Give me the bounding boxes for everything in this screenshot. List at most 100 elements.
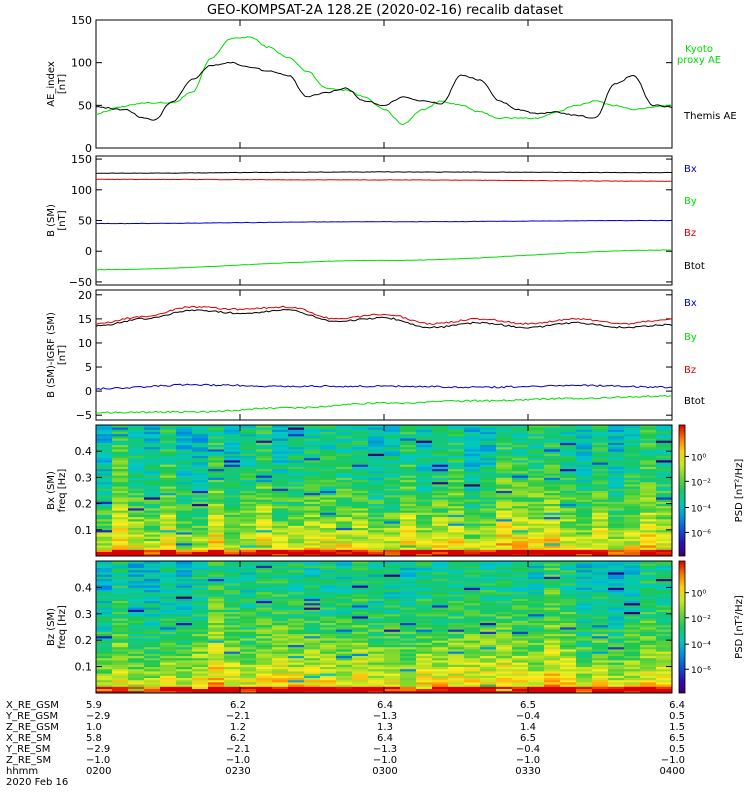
spectrogram-cell: [448, 536, 465, 539]
spectrogram-cell: [496, 613, 513, 617]
spectrogram-cell: [352, 540, 369, 544]
spectrogram-cell: [96, 627, 113, 630]
spectrogram-cell: [384, 671, 401, 674]
spectrogram-cell: [496, 499, 513, 502]
spectrogram-cell: [128, 468, 145, 472]
spectrogram-cell: [496, 682, 513, 685]
spectrogram-cell: [512, 505, 529, 509]
spectrogram-cell: [96, 431, 113, 435]
spectrogram-cell: [352, 682, 369, 685]
spectrogram-cell: [208, 449, 225, 452]
spectrogram-cell: [320, 684, 337, 687]
spectrogram-cell: [544, 501, 561, 504]
spectrogram-cell: [368, 578, 385, 582]
spectrogram-cell: [448, 501, 465, 504]
spectrogram-cell: [512, 435, 529, 439]
spectrogram-cell: [224, 438, 241, 441]
spectrogram-cell: [560, 653, 577, 656]
spectrogram-cell: [192, 653, 209, 656]
spectrogram-cell: [320, 457, 337, 461]
spectrogram-cell: [448, 549, 465, 553]
spectrogram-cell: [224, 534, 241, 537]
spectrogram-cell: [272, 607, 289, 610]
spectrogram-cell: [624, 542, 641, 546]
spectrogram-cell: [368, 633, 385, 637]
spectrogram-cell: [160, 547, 177, 550]
spectrogram-cell: [96, 583, 113, 586]
spectrogram-cell: [96, 527, 113, 531]
spectrogram-cell: [432, 585, 449, 588]
spectrogram-cell: [624, 475, 641, 478]
spectrogram-cell: [304, 640, 321, 643]
spectrogram-cell: [192, 666, 209, 670]
spectrogram-cell: [544, 664, 561, 667]
spectrogram-cell: [576, 444, 593, 448]
spectrogram-cell: [96, 598, 113, 601]
spectrogram-cell: [528, 644, 545, 648]
spectrogram-cell: [256, 660, 273, 663]
spectrogram-cell: [624, 679, 641, 683]
spectrogram-cell: [512, 620, 529, 623]
spectrogram-cell: [464, 479, 481, 483]
spectrogram-cell: [464, 468, 481, 472]
spectrogram-cell: [224, 585, 241, 588]
spectrogram-cell: [464, 673, 481, 676]
spectrogram-cell: [464, 602, 481, 606]
spectrogram-cell: [128, 518, 145, 522]
spectrogram-cell: [96, 666, 113, 670]
spectrogram-cell: [272, 553, 289, 557]
spectrogram-cell: [624, 545, 641, 548]
spectrogram-cell: [592, 521, 609, 524]
spectrogram-cell: [128, 627, 145, 630]
spectrogram-cell: [480, 534, 497, 537]
spectrogram-cell: [192, 468, 209, 472]
spectrogram-cell: [320, 688, 337, 692]
spectrogram-cell: [192, 633, 209, 637]
spectrogram-cell: [192, 464, 209, 467]
spectrogram-cell: [128, 534, 145, 537]
spectrogram-cell: [560, 627, 577, 630]
spectrogram-cell: [560, 616, 577, 619]
spectrogram-cell: [96, 578, 113, 582]
spectrogram-cell: [400, 561, 417, 564]
spectrogram-cell: [160, 473, 177, 476]
colorbar-tick-label: 10⁻⁶: [691, 529, 711, 539]
spectrogram-cell: [96, 664, 113, 667]
spectrogram-cell: [336, 616, 353, 619]
spectrogram-cell: [432, 561, 449, 564]
spectrogram-cell: [416, 518, 433, 522]
spectrogram-cell: [240, 638, 257, 641]
spectrogram-cell: [144, 551, 161, 555]
spectrogram-cell: [336, 690, 353, 694]
spectrogram-cell: [496, 673, 513, 676]
spectrogram-cell: [352, 427, 369, 430]
spectrogram-cell: [576, 567, 593, 571]
spectrogram-cell: [160, 464, 177, 467]
spectrogram-cell: [112, 655, 129, 659]
spectrogram-cell: [624, 620, 641, 623]
spectrogram-cell: [416, 633, 433, 637]
spectrogram-cell: [112, 440, 129, 443]
spectrogram-cell: [96, 503, 113, 507]
spectrogram-cell: [576, 499, 593, 502]
spectrogram-cell: [528, 545, 545, 548]
spectrogram-cell: [464, 620, 481, 623]
spectrogram-cell: [96, 525, 113, 529]
spectrogram-cell: [128, 629, 145, 632]
spectrogram-cell: [160, 425, 177, 428]
spectrogram-cell: [192, 497, 209, 500]
spectrogram-cell: [224, 598, 241, 601]
spectrogram-cell: [352, 429, 369, 432]
spectrogram-cell: [480, 651, 497, 654]
spectrogram-cell: [112, 453, 129, 456]
spectrogram-cell: [512, 425, 529, 428]
spectrogram-cell: [576, 660, 593, 663]
spectrogram-cell: [304, 655, 321, 659]
spectrogram-cell: [176, 479, 193, 483]
spectrogram-cell: [480, 433, 497, 437]
spectrogram-cell: [160, 514, 177, 518]
spectrogram-cell: [160, 624, 177, 628]
spectrogram-cell: [560, 510, 577, 513]
spectrogram-cell: [576, 512, 593, 515]
spectrogram-cell: [640, 561, 657, 564]
